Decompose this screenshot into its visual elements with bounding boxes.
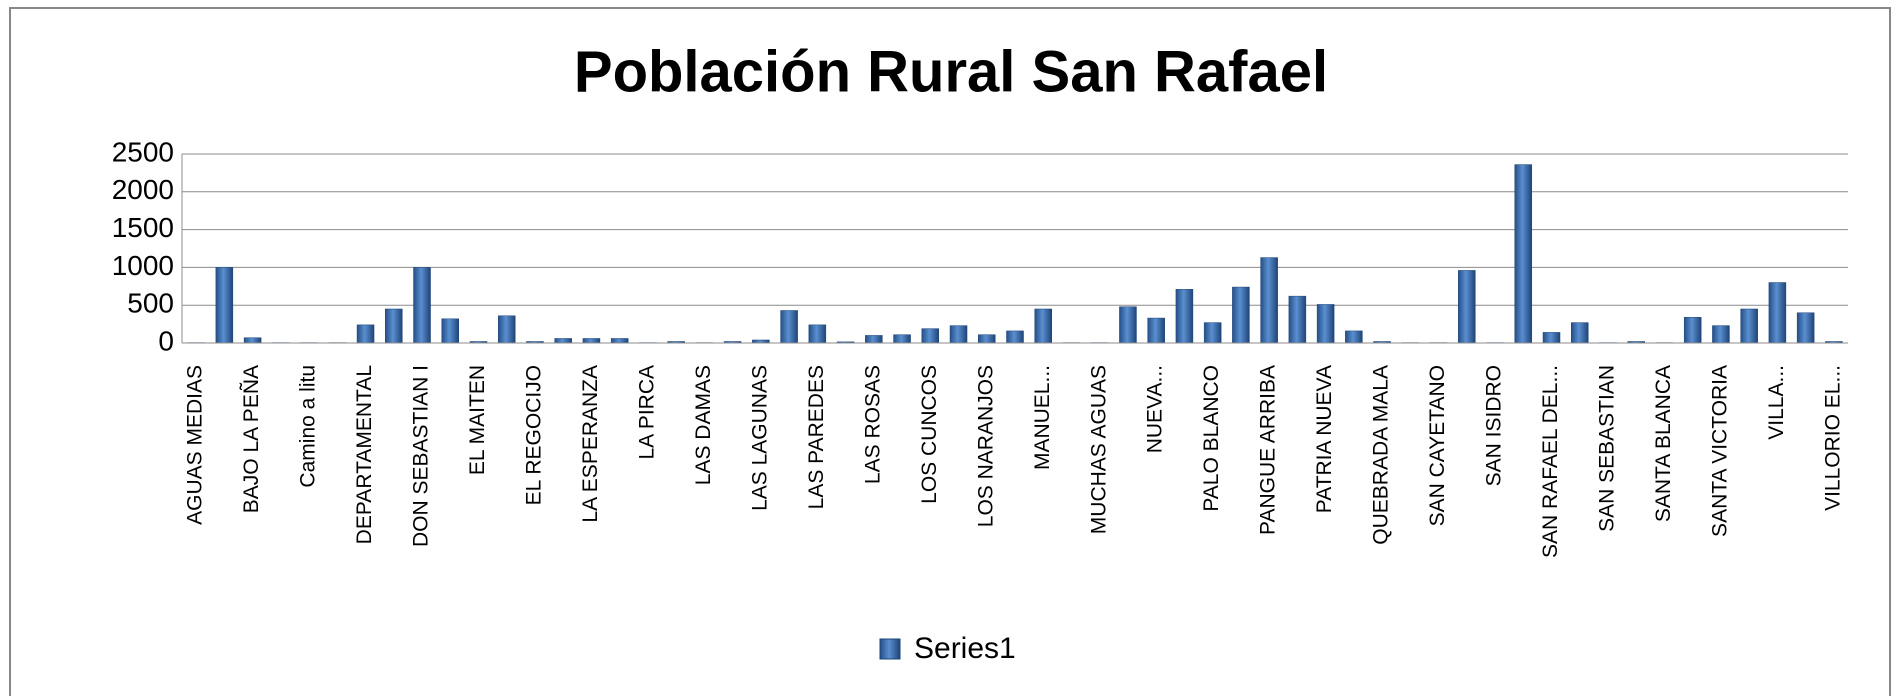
x-tick-label: SAN RAFAEL DEL... [1539,365,1562,558]
bar [1260,257,1278,344]
x-tick-label: QUEBRADA MALA [1370,365,1393,545]
x-tick-label: BAJO LA PEÑA [239,365,263,513]
bar [1006,330,1024,344]
bar [808,324,827,344]
bar [1034,308,1052,344]
chart-title: Población Rural San Rafael [574,39,1328,104]
x-tick-label: DON SEBASTIAN I [410,365,433,547]
bar [215,267,234,344]
bar [1740,308,1758,344]
x-tick-label: SAN SEBASTIAN [1596,365,1619,532]
bar [780,310,798,344]
bar [1542,332,1561,344]
bar [243,337,262,344]
bar [949,325,968,344]
x-tick-label: LOS NARANJOS [974,365,997,527]
x-tick-label: LOS CUNCOS [918,365,941,504]
bar [1288,295,1307,344]
chart-frame [9,7,1891,696]
y-tick-label: 0 [158,325,174,356]
y-tick-label: 1500 [112,212,174,243]
x-tick-label: VILLA... [1765,365,1788,440]
bar [1712,325,1730,344]
legend-swatch [879,638,901,660]
bar [1232,286,1250,344]
x-tick-label: DEPARTAMENTAL [353,365,376,544]
bar [1203,322,1222,344]
bar [385,308,403,344]
x-tick-label: NUEVA... [1144,365,1167,453]
x-tick-label: EL MAITEN [466,365,489,475]
bar [413,267,431,344]
x-tick-label: AGUAS MEDIAS [184,365,207,525]
x-tick-label: LAS ROSAS [861,365,884,484]
bar [1147,317,1165,344]
bar [582,338,601,344]
x-tick-label: VILLORIO EL... [1821,365,1844,511]
x-tick-label: SAN ISIDRO [1483,365,1506,486]
x-tick-label: LAS LAGUNAS [748,365,771,511]
y-tick-label: 2500 [112,136,174,167]
bar [497,315,516,344]
x-tick-label: PALO BLANCO [1200,365,1223,512]
legend-label: Series1 [914,632,1016,665]
bar [1514,164,1533,344]
x-tick-label: LA ESPERANZA [579,365,602,523]
bar [1175,289,1194,344]
bar [978,334,996,344]
bar [1570,322,1589,344]
y-tick-label: 1000 [112,250,174,281]
x-tick-label: PATRIA NUEVA [1313,365,1336,513]
x-tick-label: LA PIRCA [635,365,658,460]
bar [1119,306,1137,344]
x-tick-label: PANGUE ARRIBA [1257,365,1280,535]
x-tick-label: EL REGOCIJO [523,365,546,505]
x-tick-label: SAN CAYETANO [1426,365,1449,526]
bar [610,338,629,344]
bar [1683,317,1702,344]
bar [921,328,940,344]
bar [1768,282,1787,344]
bar [554,338,572,344]
x-tick-label: MANUEL... [1031,365,1054,470]
bar [441,318,460,344]
x-tick-label: LAS DAMAS [692,365,715,485]
x-tick-label: SANTA VICTORIA [1708,365,1731,537]
x-tick-label: Camino a litu [297,365,320,488]
x-tick-label: MUCHAS AGUAS [1087,365,1110,534]
bar [1345,330,1363,344]
bar [356,324,375,344]
x-tick-label: LAS PAREDES [805,365,828,509]
bar [1796,312,1815,344]
x-tick-label: SANTA BLANCA [1652,365,1675,522]
bar [893,334,911,344]
bar [1316,304,1335,344]
bar [865,335,883,344]
y-tick-label: 500 [127,288,174,319]
y-tick-label: 2000 [112,174,174,205]
bar [1458,270,1476,344]
